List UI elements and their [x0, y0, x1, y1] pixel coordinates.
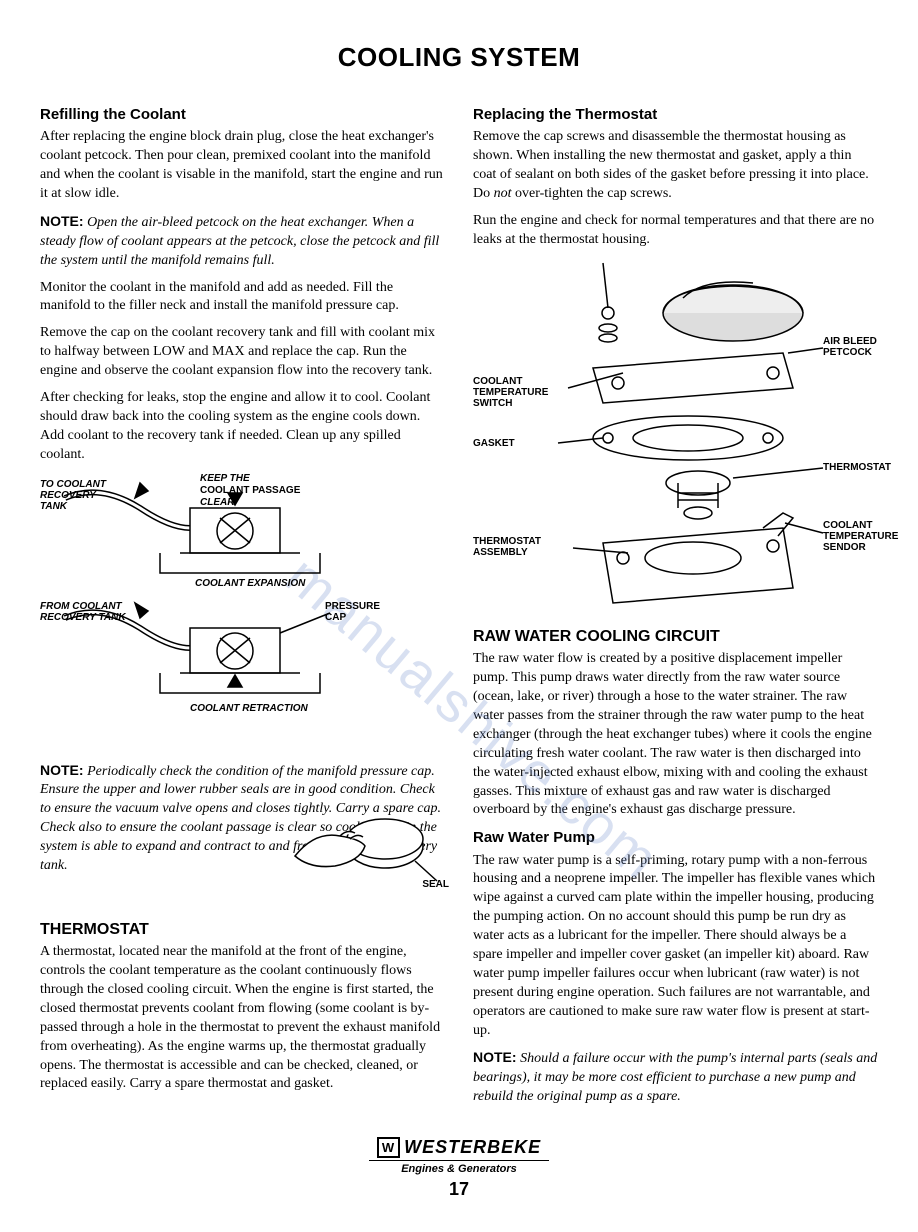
note-airbleed: NOTE: Open the air-bleed petcock on the …	[40, 212, 445, 271]
label-gasket: GASKET	[473, 438, 515, 449]
label-seal: SEAL	[422, 879, 449, 890]
brand-w-icon: W	[377, 1137, 400, 1159]
label-clear: CLEAR	[200, 497, 234, 508]
para-thermostat: A thermostat, located near the manifold …	[40, 943, 445, 1094]
heading-replacing: Replacing the Thermostat	[473, 105, 878, 125]
label-pressure-cap: PRESSURE CAP	[325, 601, 395, 623]
para-refill-1: After replacing the engine block drain p…	[40, 128, 445, 204]
not-italic: not	[494, 186, 512, 201]
brand-tagline: Engines & Generators	[40, 1162, 878, 1177]
note-pump-failure: NOTE: Should a failure occur with the pu…	[473, 1048, 878, 1107]
para-replace-1b: over-tighten the cap screws.	[512, 186, 672, 201]
heading-refilling: Refilling the Coolant	[40, 105, 445, 125]
label-thermostat: THERMOSTAT	[823, 462, 891, 473]
para-refill-3: Remove the cap on the coolant recovery t…	[40, 324, 445, 381]
coolant-passage-diagram: TO COOLANT RECOVERY TANK KEEP THE COOLAN…	[40, 473, 445, 753]
label-coolant-temp-sendor: COOLANT TEMPERATURE SENDOR	[823, 520, 903, 553]
para-raw-water-circuit: The raw water flow is created by a posit…	[473, 650, 878, 820]
label-coolant-temp-switch: COOLANT TEMPERATURE SWITCH	[473, 376, 558, 409]
hand-cap-diagram	[265, 791, 445, 901]
label-to-tank: TO COOLANT RECOVERY TANK	[40, 479, 120, 512]
page-footer: W WESTERBEKE Engines & Generators 17	[40, 1135, 878, 1201]
para-raw-water-pump: The raw water pump is a self-priming, ro…	[473, 852, 878, 1041]
para-replace-1: Remove the cap screws and disassemble th…	[473, 128, 878, 204]
page-number: 17	[40, 1177, 878, 1201]
heading-raw-water-pump: Raw Water Pump	[473, 828, 878, 848]
para-refill-4: After checking for leaks, stop the engin…	[40, 389, 445, 465]
label-air-bleed: AIR BLEED PETCOCK	[823, 336, 883, 358]
label-passage: COOLANT PASSAGE	[200, 485, 300, 496]
para-refill-2: Monitor the coolant in the manifold and …	[40, 279, 445, 317]
note-label-3: NOTE:	[473, 1049, 517, 1065]
thermostat-diagram: COOLANT TEMPERATURE SWITCH GASKET THERMO…	[473, 258, 878, 618]
label-retraction: COOLANT RETRACTION	[190, 703, 308, 714]
label-keep: KEEP THE	[200, 473, 250, 484]
content-columns: Refilling the Coolant After replacing th…	[40, 99, 878, 1115]
left-column: Refilling the Coolant After replacing th…	[40, 99, 445, 1115]
heading-thermostat: THERMOSTAT	[40, 919, 445, 941]
note-label: NOTE:	[40, 213, 84, 229]
note-text: Open the air-bleed petcock on the heat e…	[40, 215, 439, 268]
label-expansion: COOLANT EXPANSION	[195, 578, 305, 589]
para-replace-2: Run the engine and check for normal temp…	[473, 212, 878, 250]
label-thermostat-assembly: THERMOSTAT ASSEMBLY	[473, 536, 553, 558]
note-label-2: NOTE:	[40, 762, 84, 778]
page-title: COOLING SYSTEM	[40, 40, 878, 75]
heading-raw-water-circuit: RAW WATER COOLING CIRCUIT	[473, 626, 878, 648]
note-text-3: Should a failure occur with the pump's i…	[473, 1051, 877, 1104]
brand-name: WESTERBEKE	[404, 1135, 541, 1159]
label-from-tank: FROM COOLANT RECOVERY TANK	[40, 601, 130, 623]
brand-logo: W WESTERBEKE	[377, 1135, 541, 1159]
right-column: Replacing the Thermostat Remove the cap …	[473, 99, 878, 1115]
